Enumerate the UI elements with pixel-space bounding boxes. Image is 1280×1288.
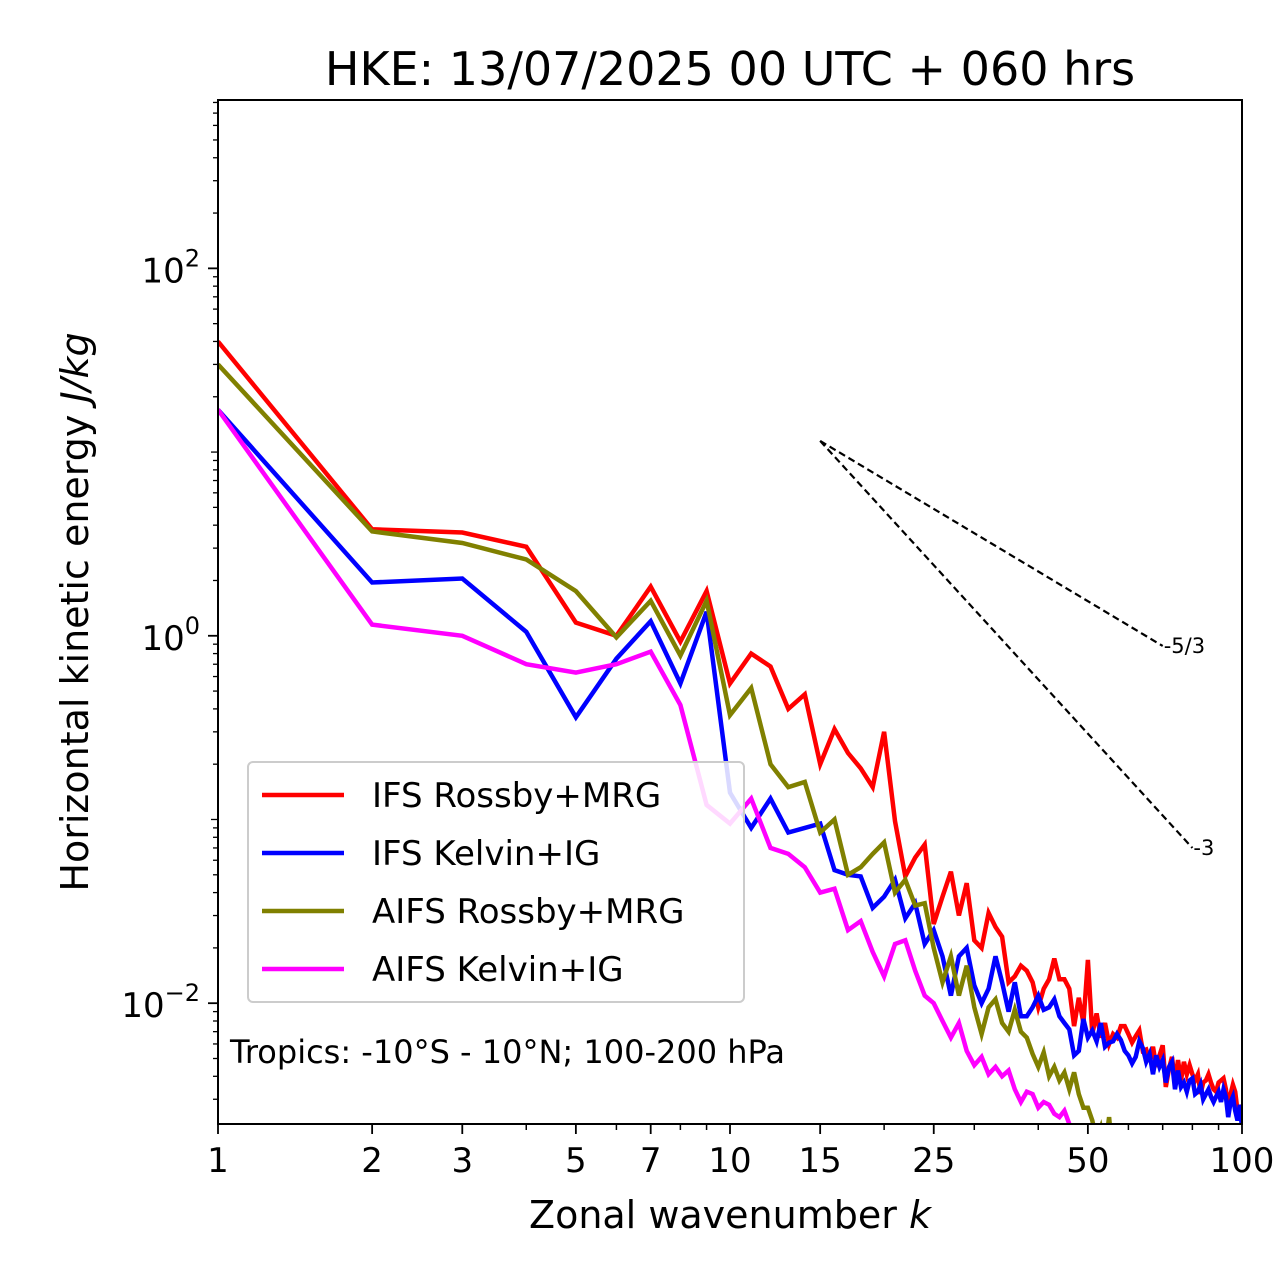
legend-label-2: IFS Kelvin+IG <box>372 834 600 874</box>
x-axis-label: Zonal wavenumber k <box>529 1193 933 1237</box>
x-tick-label: 100 <box>1210 1141 1275 1181</box>
reference-slopes: -5/3 -3 <box>819 439 1214 860</box>
x-tick-label: 2 <box>361 1141 383 1181</box>
legend-label-4: AIFS Kelvin+IG <box>372 950 624 990</box>
series-line-3 <box>218 362 1113 1124</box>
y-axis-label-text: Horizontal kinetic energy <box>53 415 97 892</box>
legend-box <box>247 761 745 1003</box>
y-tick-label: 100 <box>141 612 200 659</box>
x-tick-label: 5 <box>565 1141 587 1181</box>
series-layer <box>218 340 1242 1124</box>
x-tick-label: 1 <box>207 1141 229 1181</box>
x-tick-label: 3 <box>451 1141 473 1181</box>
x-axis-label-var: k <box>909 1193 933 1237</box>
series-line-4 <box>218 408 1072 1124</box>
reference-slope-label-1: -5/3 <box>1164 634 1205 658</box>
y-tick-label: 10−2 <box>121 979 200 1026</box>
legend-label-3: AIFS Rossby+MRG <box>372 892 684 932</box>
y-tick-label: 102 <box>141 244 200 291</box>
x-tick-label: 15 <box>799 1141 842 1181</box>
x-tick-label: 7 <box>640 1141 662 1181</box>
legend-label-1: IFS Rossby+MRG <box>372 776 661 816</box>
region-annotation: Tropics: -10°S - 10°N; 100-200 hPa <box>229 1033 785 1071</box>
x-tick-label: 50 <box>1066 1141 1109 1181</box>
axis-ticks: 1 2 3 5 7 10 15 25 50 100 10−2 100 102 <box>121 101 1275 1181</box>
legend: IFS Rossby+MRG IFS Kelvin+IG AIFS Rossby+M… <box>247 761 745 1003</box>
reference-slope-label-2: -3 <box>1193 836 1214 860</box>
reference-slope-line-1 <box>819 439 1164 647</box>
x-tick-label: 25 <box>912 1141 955 1181</box>
reference-slope-line-2 <box>819 440 1194 849</box>
chart-title: HKE: 13/07/2025 00 UTC + 060 hrs <box>325 42 1135 96</box>
x-axis-label-text: Zonal wavenumber <box>529 1193 897 1237</box>
x-tick-label: 10 <box>708 1141 751 1181</box>
series-line-2 <box>218 408 1242 1124</box>
y-axis-label-unit: J/kg <box>53 332 97 409</box>
y-axis-label: Horizontal kinetic energy J/kg <box>53 332 97 891</box>
